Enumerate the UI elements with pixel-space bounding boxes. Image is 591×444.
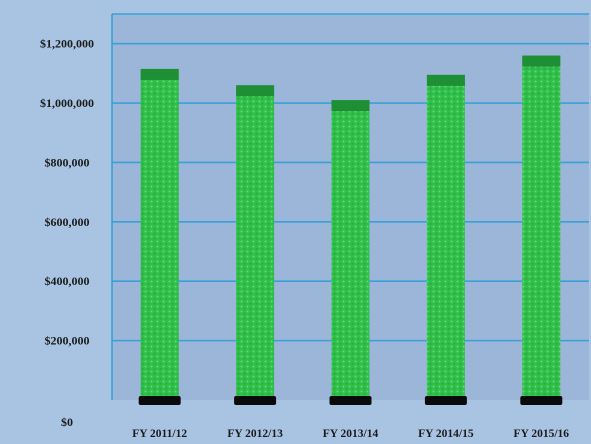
bar-base-marker	[329, 396, 372, 405]
x-tick-label: FY 2015/16	[514, 428, 570, 440]
y-tick-label: $1,200,000	[40, 37, 94, 51]
bar	[236, 85, 275, 400]
bar-base-marker	[424, 396, 467, 405]
bar	[331, 100, 370, 400]
x-axis-tick-labels: FY 2011/12 FY 2012/13 FY 2013/14 FY 2014/15…	[132, 428, 569, 440]
bar-top-cap	[522, 55, 561, 67]
bars	[138, 55, 563, 405]
bar-top-cap	[140, 68, 179, 80]
y-tick-label: $200,000	[45, 334, 90, 348]
y-tick-label: $0	[61, 415, 73, 429]
bar-base-marker	[520, 396, 563, 405]
x-tick-label: FY 2013/14	[323, 428, 379, 440]
y-tick-label: $1,000,000	[40, 96, 94, 110]
bar	[140, 68, 179, 400]
bar-top-cap	[426, 74, 465, 86]
bar-base-marker	[138, 396, 181, 405]
x-tick-label: FY 2014/15	[418, 428, 474, 440]
bar	[426, 74, 465, 400]
y-tick-label: $800,000	[45, 155, 90, 169]
bar	[522, 55, 561, 401]
y-tick-label: $400,000	[45, 274, 90, 288]
bar-top-cap	[236, 85, 275, 97]
x-tick-label: FY 2012/13	[227, 428, 283, 440]
bar-base-marker	[234, 396, 277, 405]
x-tick-label: FY 2011/12	[132, 428, 187, 440]
bar-top-cap	[331, 100, 370, 112]
y-tick-label: $600,000	[45, 215, 90, 229]
y-axis-tick-labels: $0 $200,000 $400,000 $600,000 $800,000 $1,000…	[40, 37, 94, 429]
